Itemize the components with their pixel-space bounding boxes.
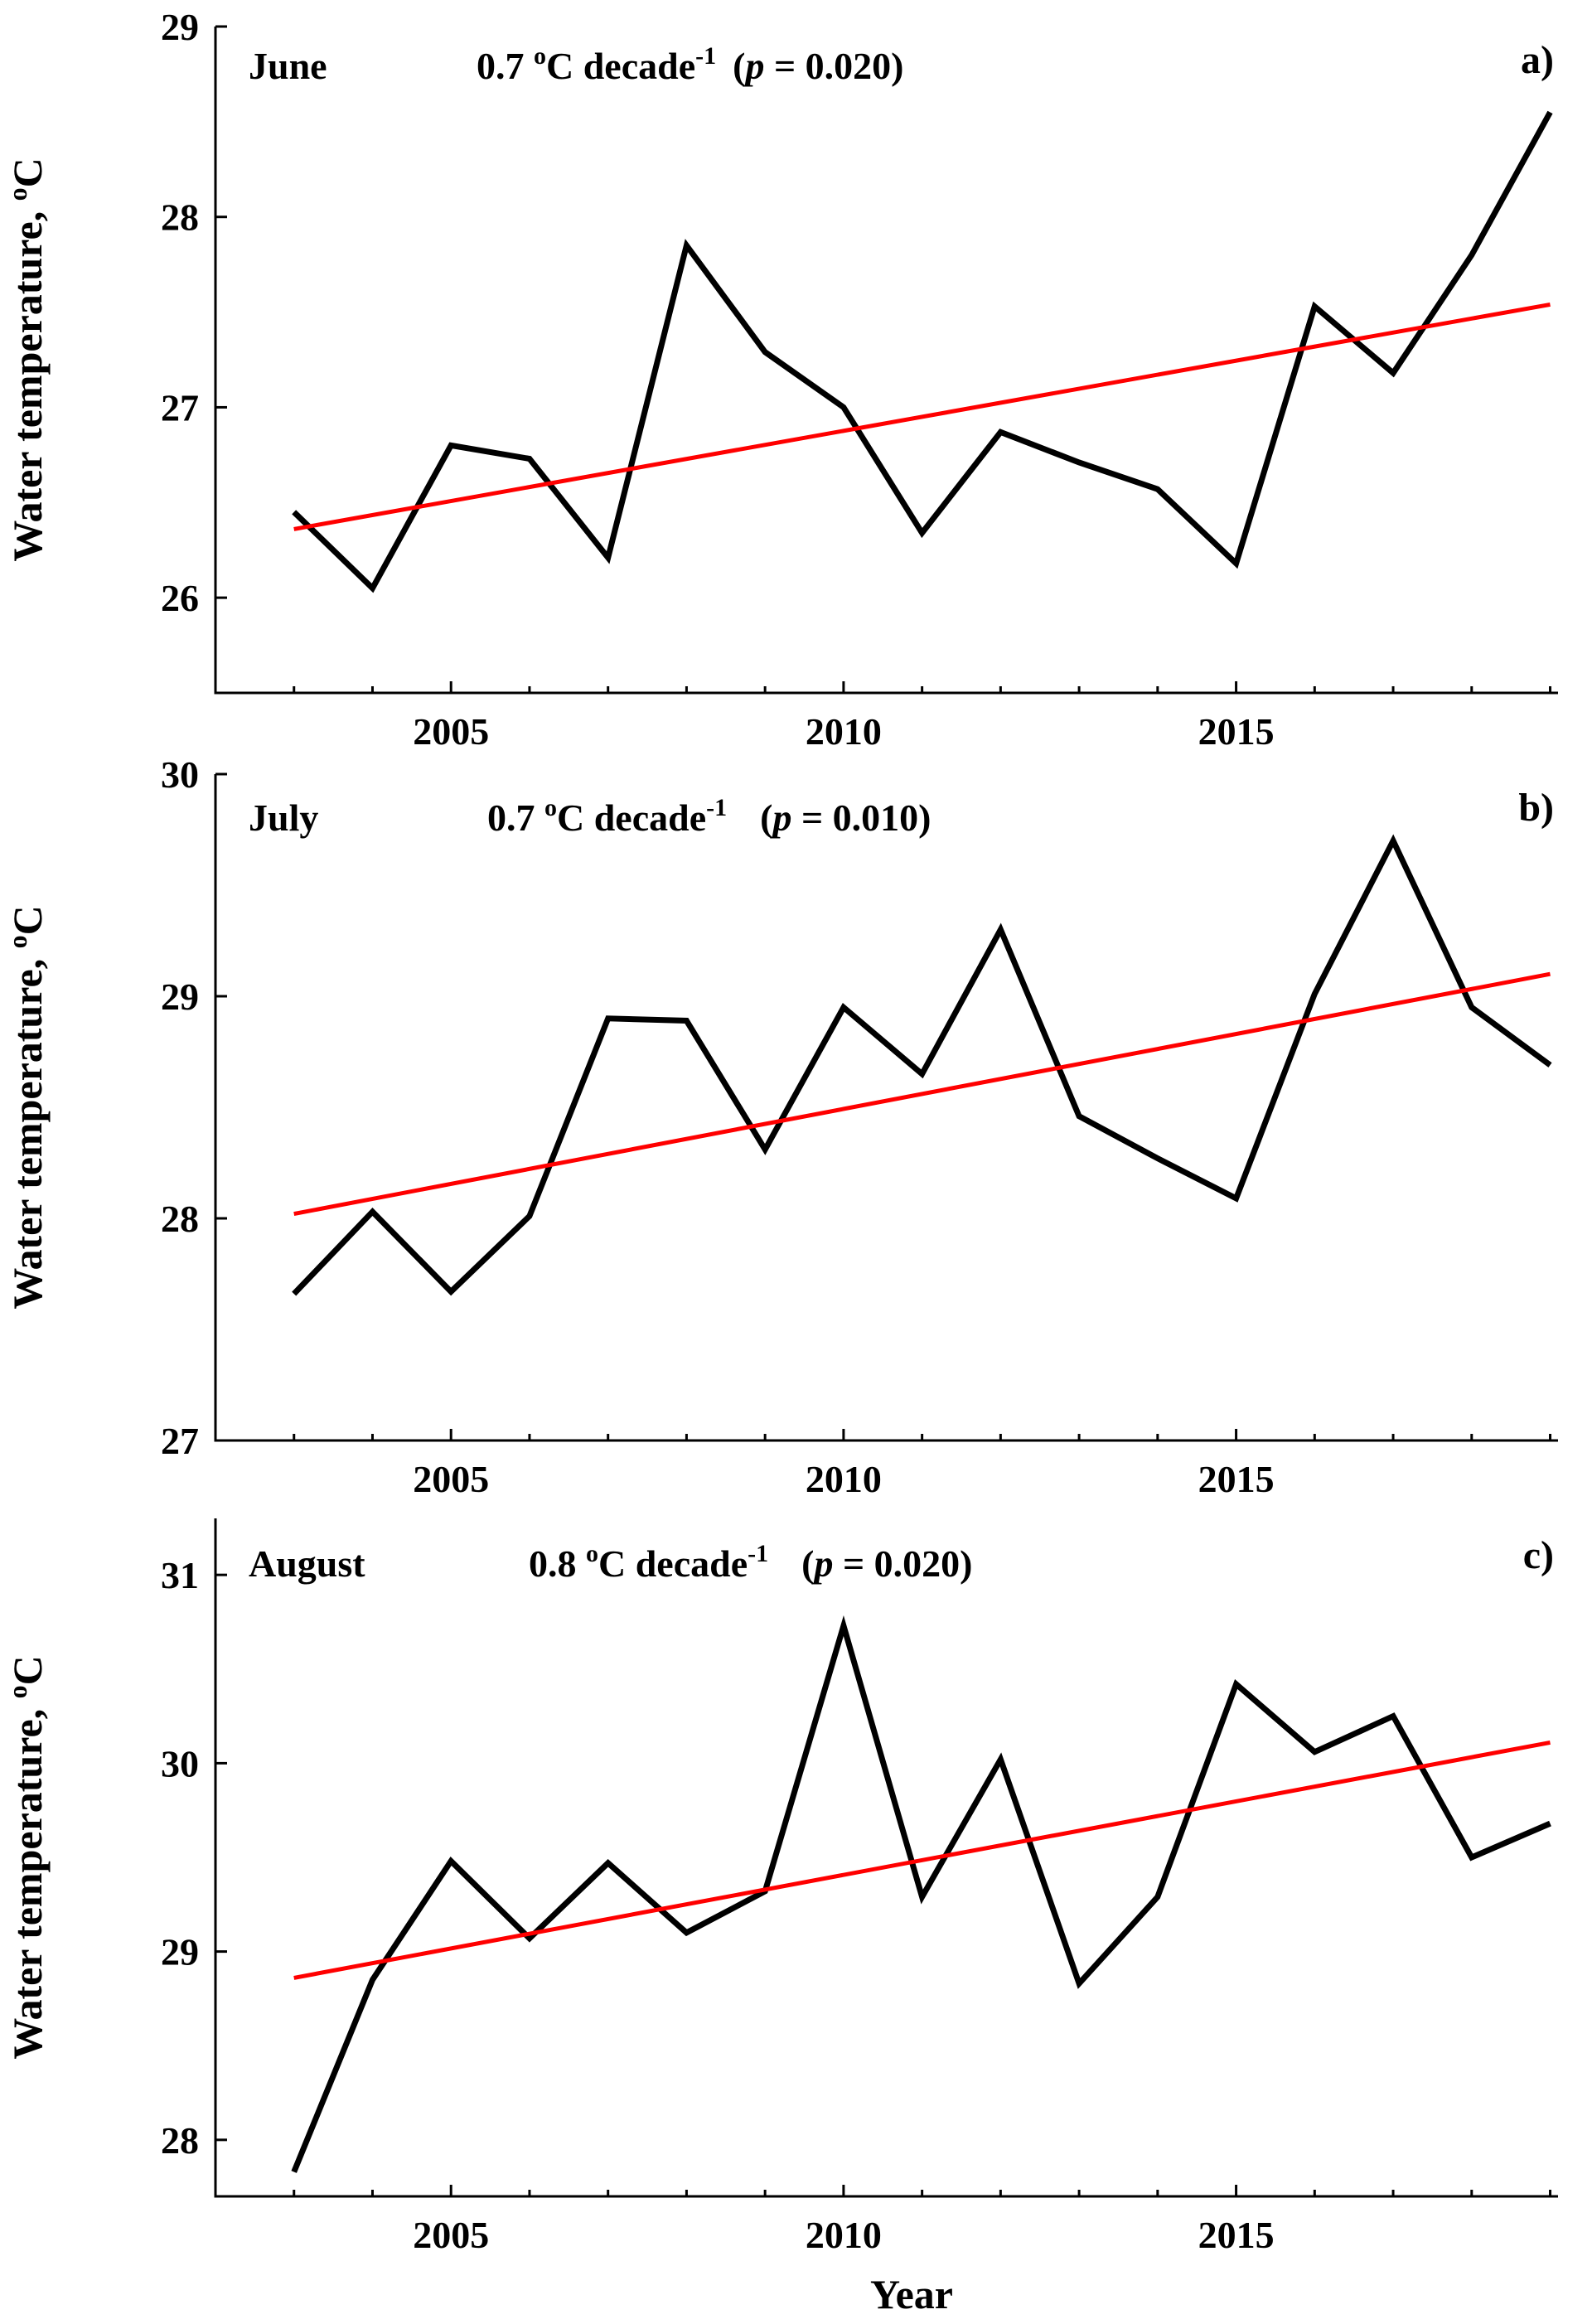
p-value: = 0.010)	[791, 796, 931, 839]
temperature-series-line	[292, 110, 1553, 593]
x-tick-label: 2015	[1198, 2214, 1275, 2256]
x-tick-label: 2010	[806, 2214, 882, 2256]
trend-exponent: -1	[706, 794, 727, 821]
month-label: June	[249, 45, 327, 87]
y-tick-label: 29	[161, 976, 199, 1018]
y-axis-label-degree: o	[2, 187, 32, 201]
y-tick-label: 28	[161, 1198, 199, 1240]
trend-value: 0.7	[477, 45, 534, 87]
axes-frame	[214, 774, 1558, 1442]
trend-degree: o	[586, 1540, 598, 1567]
y-axis-label: Water temperature, oC	[2, 905, 51, 1310]
y-axis-label-degree: o	[2, 1685, 32, 1698]
y-tick-label: 27	[161, 1420, 199, 1462]
panel-label: c)	[1523, 1533, 1554, 1577]
temperature-series-line	[292, 834, 1552, 1296]
y-tick-label: 31	[161, 1554, 199, 1596]
y-axis-label: Water temperature, oC	[2, 157, 51, 562]
panel-june: 26 27 28 29 2005 2010 2015 Water temperature, o…	[2, 6, 1558, 753]
panel-label: b)	[1518, 786, 1554, 830]
p-symbol: p	[811, 1542, 833, 1585]
month-label: August	[249, 1542, 365, 1585]
x-axis-label: Year	[870, 2271, 953, 2317]
p-symbol: p	[742, 45, 764, 87]
y-axis-label-unit: C	[4, 905, 51, 935]
panel-label: a)	[1521, 38, 1554, 82]
temperature-series-line	[291, 1615, 1551, 2173]
trend-line	[293, 1740, 1551, 1980]
trend-degree: o	[534, 42, 546, 70]
y-axis-label-text: Water temperature,	[4, 201, 51, 562]
y-axis-label-unit: C	[4, 1655, 51, 1685]
x-tick-label: 2015	[1198, 710, 1275, 753]
y-axis-label-text: Water temperature,	[4, 1698, 51, 2060]
y-tick-label: 30	[161, 753, 199, 796]
trend-line	[293, 302, 1551, 531]
axes-frame	[214, 27, 1558, 695]
y-tick-label: 26	[161, 577, 199, 619]
y-axis-label-degree: o	[2, 935, 32, 948]
x-tick-label: 2010	[806, 710, 882, 753]
trend-unit: C decade	[546, 45, 695, 87]
trend-annotation: 0.8 oC decade-1 (p = 0.020)	[529, 1540, 973, 1585]
p-open: (	[801, 1542, 814, 1585]
x-tick-label: 2010	[806, 1458, 882, 1500]
trend-unit: C decade	[598, 1542, 748, 1585]
y-tick-label: 28	[161, 196, 199, 239]
trend-exponent: -1	[748, 1540, 768, 1567]
x-tick-label: 2005	[413, 710, 489, 753]
y-axis-label-text: Water temperature,	[4, 948, 51, 1310]
panel-august: 28 29 30 31 2005 2010 2015 Water temperature, o…	[2, 1518, 1558, 2317]
trend-annotation: 0.7 oC decade-1 (p = 0.010)	[487, 794, 931, 839]
p-open: (	[760, 796, 772, 839]
p-open: (	[733, 45, 745, 87]
trend-annotation: 0.7 oC decade-1 (p = 0.020)	[477, 42, 904, 87]
panel-july: 27 28 29 30 2005 2010 2015 Water temperature, o…	[2, 753, 1558, 1500]
y-tick-label: 30	[161, 1742, 199, 1784]
y-axis-label-unit: C	[4, 157, 51, 187]
y-tick-label: 28	[161, 2119, 199, 2162]
trend-exponent: -1	[695, 42, 716, 70]
x-tick-label: 2005	[413, 2214, 489, 2256]
y-tick-label: 29	[161, 6, 199, 48]
month-label: July	[249, 796, 318, 839]
y-tick-label: 29	[161, 1931, 199, 1973]
p-value: = 0.020)	[833, 1542, 972, 1585]
y-axis-label: Water temperature, oC	[2, 1655, 51, 2060]
trend-degree: o	[544, 794, 557, 821]
p-symbol: p	[769, 796, 791, 839]
axes-frame	[214, 1518, 1558, 2198]
p-value: = 0.020)	[764, 45, 903, 87]
y-tick-label: 27	[161, 386, 199, 428]
trend-value: 0.7	[487, 796, 544, 839]
trend-value: 0.8	[529, 1542, 586, 1585]
x-tick-label: 2015	[1198, 1458, 1275, 1500]
trend-line	[293, 971, 1551, 1217]
trend-unit: C decade	[557, 796, 706, 839]
x-tick-label: 2005	[413, 1458, 489, 1500]
